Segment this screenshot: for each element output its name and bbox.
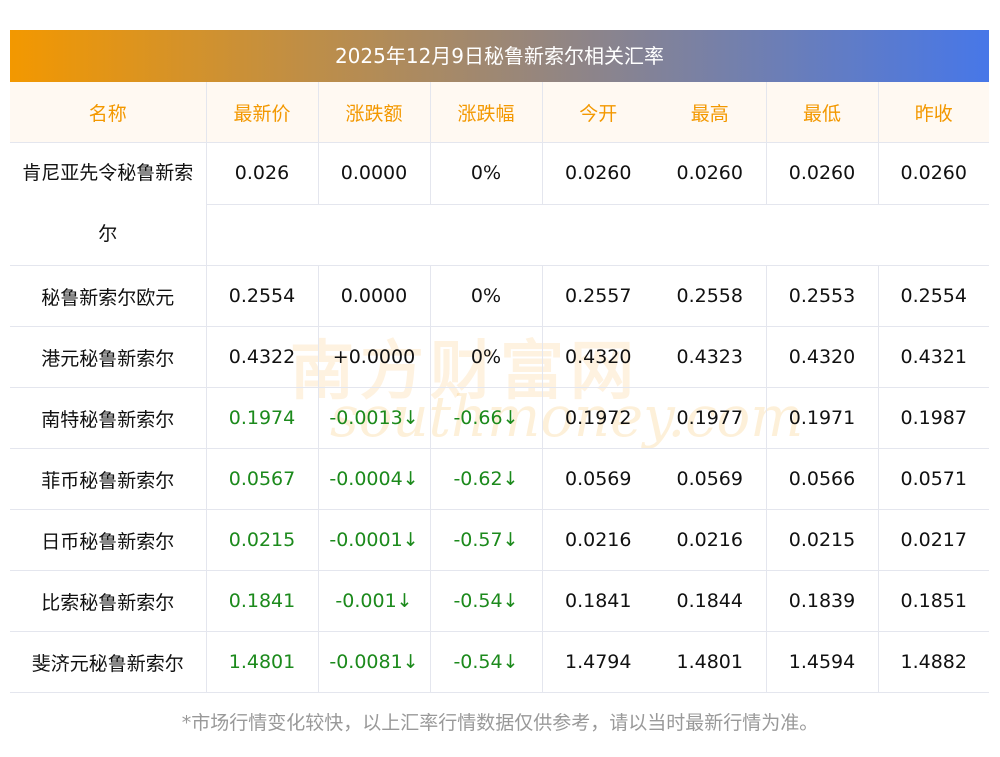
currency-pair-name[interactable]: 日币秘鲁新索尔 — [10, 509, 207, 571]
column-header: 最新价 — [205, 82, 319, 143]
cell-今开: 0.4320 — [541, 326, 654, 388]
cell-最高: 0.4323 — [654, 326, 767, 388]
cell-最新价: 0.1841 — [205, 570, 319, 632]
table-title: 2025年12月9日秘鲁新索尔相关汇率 — [10, 30, 989, 82]
cell-最新价: 0.0567 — [205, 448, 319, 510]
table-row[interactable]: 比索秘鲁新索尔 0.1841 -0.001↓ -0.54↓ 0.1841 0.1844 0.… — [10, 570, 989, 632]
currency-pair-name[interactable]: 菲币秘鲁新索尔 — [10, 448, 207, 510]
cell-最低: 0.4320 — [765, 326, 879, 388]
cell-涨跌额: -0.001↓ — [317, 570, 431, 632]
table-row[interactable]: 秘鲁新索尔欧元 0.2554 0.0000 0% 0.2557 0.2558 0.2553 0… — [10, 265, 989, 327]
cell-今开: 0.0216 — [541, 509, 654, 571]
cell-今开: 0.0569 — [541, 448, 654, 510]
empty-cell — [206, 203, 989, 266]
cell-今开: 0.1841 — [541, 570, 654, 632]
table-row[interactable]: 日币秘鲁新索尔 0.0215 -0.0001↓ -0.57↓ 0.0216 0.0216 0… — [10, 509, 989, 571]
cell-涨跌额: -0.0001↓ — [317, 509, 431, 571]
cell-昨收: 0.0217 — [877, 509, 989, 571]
cell-最低: 0.0260 — [765, 142, 879, 205]
cell-涨跌额: 0.0000 — [317, 265, 431, 327]
cell-最低: 0.0215 — [765, 509, 879, 571]
cell-昨收: 0.0571 — [877, 448, 989, 510]
cell-涨跌额: -0.0081↓ — [317, 631, 431, 693]
cell-最新价: 1.4801 — [205, 631, 319, 693]
table-row[interactable]: 肯尼亚先令秘鲁新索尔 0.026 0.0000 0% 0.0260 0.0260 0.026… — [10, 142, 989, 266]
cell-涨跌幅: -0.57↓ — [429, 509, 543, 571]
cell-今开: 1.4794 — [541, 631, 654, 693]
cell-昨收: 0.1987 — [877, 387, 989, 449]
currency-pair-name[interactable]: 肯尼亚先令秘鲁新索尔 — [10, 142, 207, 266]
cell-最高: 0.2558 — [654, 265, 767, 327]
cell-涨跌幅: -0.54↓ — [429, 570, 543, 632]
cell-涨跌幅: 0% — [429, 142, 543, 205]
cell-昨收: 0.0260 — [877, 142, 989, 205]
rate-table-panel: 2025年12月9日秘鲁新索尔相关汇率 名称 最新价 涨跌额 涨跌幅 今开 最高 最低 昨收 … — [10, 30, 989, 693]
cell-最高: 0.0216 — [654, 509, 767, 571]
column-header: 涨跌额 — [317, 82, 431, 143]
column-header: 最低 — [765, 82, 879, 143]
cell-最高: 0.0569 — [654, 448, 767, 510]
currency-pair-name[interactable]: 秘鲁新索尔欧元 — [10, 265, 207, 327]
cell-最高: 0.0260 — [654, 142, 767, 205]
currency-pair-name[interactable]: 港元秘鲁新索尔 — [10, 326, 207, 388]
cell-最新价: 0.026 — [205, 142, 319, 205]
cell-昨收: 1.4882 — [877, 631, 989, 693]
cell-最高: 0.1844 — [654, 570, 767, 632]
column-header: 名称 — [10, 82, 207, 143]
cell-涨跌额: -0.0013↓ — [317, 387, 431, 449]
column-header: 最高 — [654, 82, 767, 143]
cell-涨跌额: 0.0000 — [317, 142, 431, 205]
table-row[interactable]: 斐济元秘鲁新索尔 1.4801 -0.0081↓ -0.54↓ 1.4794 1.4801… — [10, 631, 989, 693]
cell-最新价: 0.4322 — [205, 326, 319, 388]
cell-涨跌幅: -0.62↓ — [429, 448, 543, 510]
column-header: 今开 — [541, 82, 654, 143]
cell-今开: 0.1972 — [541, 387, 654, 449]
cell-昨收: 0.2554 — [877, 265, 989, 327]
table-row[interactable]: 港元秘鲁新索尔 0.4322 +0.0000 0% 0.4320 0.4323 0.4320… — [10, 326, 989, 388]
cell-涨跌额: -0.0004↓ — [317, 448, 431, 510]
cell-最新价: 0.0215 — [205, 509, 319, 571]
cell-今开: 0.2557 — [541, 265, 654, 327]
rate-table: 名称 最新价 涨跌额 涨跌幅 今开 最高 最低 昨收 肯尼亚先令秘鲁新索尔 0.026 0.000… — [10, 82, 989, 693]
currency-pair-name[interactable]: 斐济元秘鲁新索尔 — [10, 631, 207, 693]
cell-涨跌幅: -0.66↓ — [429, 387, 543, 449]
cell-最新价: 0.2554 — [205, 265, 319, 327]
cell-最低: 0.2553 — [765, 265, 879, 327]
cell-最低: 0.1839 — [765, 570, 879, 632]
table-row[interactable]: 南特秘鲁新索尔 0.1974 -0.0013↓ -0.66↓ 0.1972 0.1977 0… — [10, 387, 989, 449]
cell-最新价: 0.1974 — [205, 387, 319, 449]
cell-涨跌额: +0.0000 — [317, 326, 431, 388]
cell-最高: 1.4801 — [654, 631, 767, 693]
disclaimer-note: *市场行情变化较快，以上汇率行情数据仅供参考，请以当时最新行情为准。 — [181, 712, 819, 734]
currency-pair-name[interactable]: 南特秘鲁新索尔 — [10, 387, 207, 449]
column-header: 涨跌幅 — [429, 82, 543, 143]
currency-pair-name[interactable]: 比索秘鲁新索尔 — [10, 570, 207, 632]
column-header: 昨收 — [877, 82, 989, 143]
cell-涨跌幅: 0% — [429, 326, 543, 388]
cell-最低: 0.0566 — [765, 448, 879, 510]
cell-涨跌幅: 0% — [429, 265, 543, 327]
cell-今开: 0.0260 — [541, 142, 654, 205]
table-row[interactable]: 菲币秘鲁新索尔 0.0567 -0.0004↓ -0.62↓ 0.0569 0.0569 0… — [10, 448, 989, 510]
cell-昨收: 0.4321 — [877, 326, 989, 388]
table-header-row: 名称 最新价 涨跌额 涨跌幅 今开 最高 最低 昨收 — [10, 82, 989, 143]
cell-昨收: 0.1851 — [877, 570, 989, 632]
cell-涨跌幅: -0.54↓ — [429, 631, 543, 693]
cell-最低: 0.1971 — [765, 387, 879, 449]
table-row-continuation — [10, 203, 989, 266]
cell-最高: 0.1977 — [654, 387, 767, 449]
cell-最低: 1.4594 — [765, 631, 879, 693]
